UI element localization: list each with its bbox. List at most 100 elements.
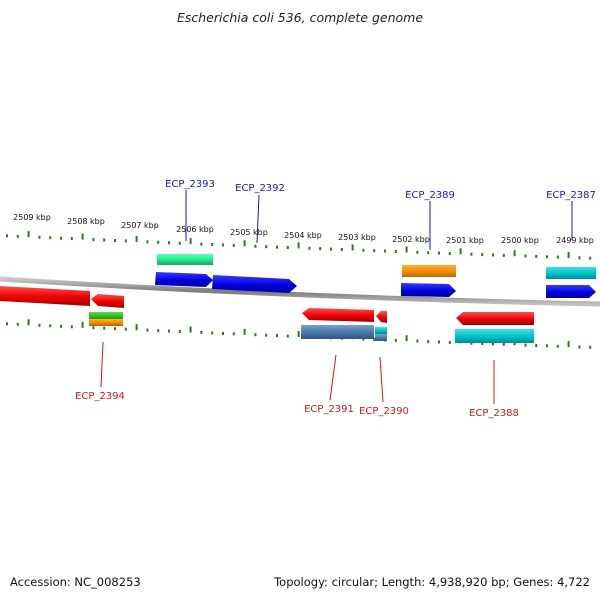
minor-tick	[340, 248, 343, 251]
minor-tick	[157, 329, 160, 333]
minor-tick	[6, 322, 8, 326]
major-tick	[567, 252, 570, 258]
minor-tick	[546, 255, 548, 259]
minor-tick	[286, 334, 289, 338]
major-tick	[567, 341, 570, 348]
kbp-label: 2506 kbp	[176, 225, 214, 234]
minor-tick	[524, 254, 527, 258]
reverse-strand-genes	[0, 286, 534, 343]
minor-tick	[470, 341, 473, 345]
gene-arrow-blue[interactable]	[546, 285, 596, 298]
gene-block-cyan[interactable]	[455, 329, 534, 343]
minor-tick	[92, 238, 95, 242]
minor-tick	[200, 331, 203, 334]
leader-line	[100, 341, 104, 388]
minor-tick	[146, 240, 149, 244]
gene-block-cyan[interactable]	[546, 267, 596, 279]
minor-tick	[232, 243, 235, 247]
major-tick	[243, 328, 246, 335]
minor-tick	[330, 247, 332, 251]
minor-tick	[319, 247, 322, 251]
leader-line	[379, 356, 384, 403]
minor-tick	[416, 250, 419, 254]
gene-label-ecp2390[interactable]: ECP_2390	[359, 406, 409, 417]
gene-block-orange[interactable]	[89, 319, 123, 326]
minor-tick	[470, 252, 473, 256]
minor-tick	[38, 323, 41, 327]
gene-block-orange[interactable]	[402, 265, 456, 277]
gene-label-ecp2391[interactable]: ECP_2391	[304, 404, 354, 415]
kbp-label: 2508 kbp	[67, 217, 105, 226]
accession-text: Accession: NC_008253	[10, 575, 141, 589]
minor-tick	[211, 243, 214, 246]
major-tick	[243, 240, 246, 247]
minor-tick	[427, 340, 430, 344]
kbp-label: 2499 kbp	[556, 236, 594, 245]
minor-tick	[492, 342, 494, 346]
minor-tick	[524, 343, 527, 347]
kbp-labels: 2509 kbp 2508 kbp 2507 kbp 2506 kbp 2505…	[13, 213, 594, 245]
minor-tick	[222, 243, 224, 247]
kbp-label: 2507 kbp	[121, 221, 159, 230]
gene-arrow-red[interactable]	[91, 294, 124, 308]
minor-tick	[16, 234, 19, 238]
major-tick	[27, 319, 30, 326]
minor-tick	[535, 344, 538, 347]
major-tick	[459, 248, 462, 255]
gene-block-green[interactable]	[89, 312, 123, 319]
minor-tick	[114, 327, 116, 331]
gene-arrow-blue[interactable]	[401, 283, 456, 297]
minor-tick	[232, 332, 235, 336]
minor-tick	[70, 325, 73, 329]
minor-tick	[394, 338, 397, 342]
kbp-label: 2501 kbp	[446, 236, 484, 245]
forward-strand-genes	[155, 254, 596, 298]
minor-tick	[265, 245, 268, 249]
kbp-label: 2502 kbp	[392, 235, 430, 244]
kbp-label: 2509 kbp	[13, 213, 51, 222]
gene-label-ecp2394[interactable]: ECP_2394	[75, 391, 125, 402]
gene-arrow-red[interactable]	[302, 308, 374, 322]
minor-tick	[211, 331, 214, 335]
minor-tick	[103, 326, 106, 330]
major-tick	[405, 246, 408, 253]
gene-block-steel[interactable]	[375, 334, 387, 341]
kbp-label: 2504 kbp	[284, 231, 322, 240]
minor-tick	[60, 324, 62, 328]
minor-tick	[416, 339, 419, 343]
minor-tick	[492, 253, 494, 257]
major-tick	[135, 235, 138, 242]
kbp-label: 2500 kbp	[501, 236, 539, 245]
gene-label-ecp2387[interactable]: ECP_2387	[546, 190, 596, 201]
minor-tick	[286, 246, 289, 249]
gene-arrow-red[interactable]	[0, 286, 90, 306]
minor-tick	[146, 328, 149, 332]
gene-arrow-red[interactable]	[456, 312, 534, 325]
minor-tick	[254, 333, 257, 337]
genome-backbone	[0, 276, 600, 307]
gene-arrow-blue[interactable]	[212, 275, 297, 293]
major-tick	[81, 321, 84, 328]
gene-block-mint[interactable]	[157, 254, 213, 265]
gene-label-ecp2392[interactable]: ECP_2392	[235, 183, 285, 194]
gene-arrow-red[interactable]	[376, 311, 387, 323]
minor-tick	[502, 253, 505, 257]
minor-tick	[49, 236, 52, 240]
minor-tick	[6, 234, 8, 238]
leader-line	[256, 194, 260, 244]
major-tick	[27, 231, 30, 238]
kbp-label: 2503 kbp	[338, 233, 376, 242]
minor-tick	[373, 249, 376, 253]
minor-tick	[427, 251, 430, 255]
gene-block-steel[interactable]	[301, 325, 374, 339]
major-tick	[81, 233, 84, 240]
minor-tick	[384, 249, 386, 253]
minor-tick	[276, 334, 278, 338]
gene-block-cyan[interactable]	[375, 327, 387, 334]
major-tick	[297, 331, 300, 337]
gene-label-ecp2389[interactable]: ECP_2389	[405, 190, 455, 201]
gene-label-ecp2388[interactable]: ECP_2388	[469, 408, 519, 419]
gene-label-ecp2393[interactable]: ECP_2393	[165, 179, 215, 190]
gene-arrow-blue[interactable]	[155, 272, 213, 287]
bottom-leaders	[100, 341, 495, 404]
